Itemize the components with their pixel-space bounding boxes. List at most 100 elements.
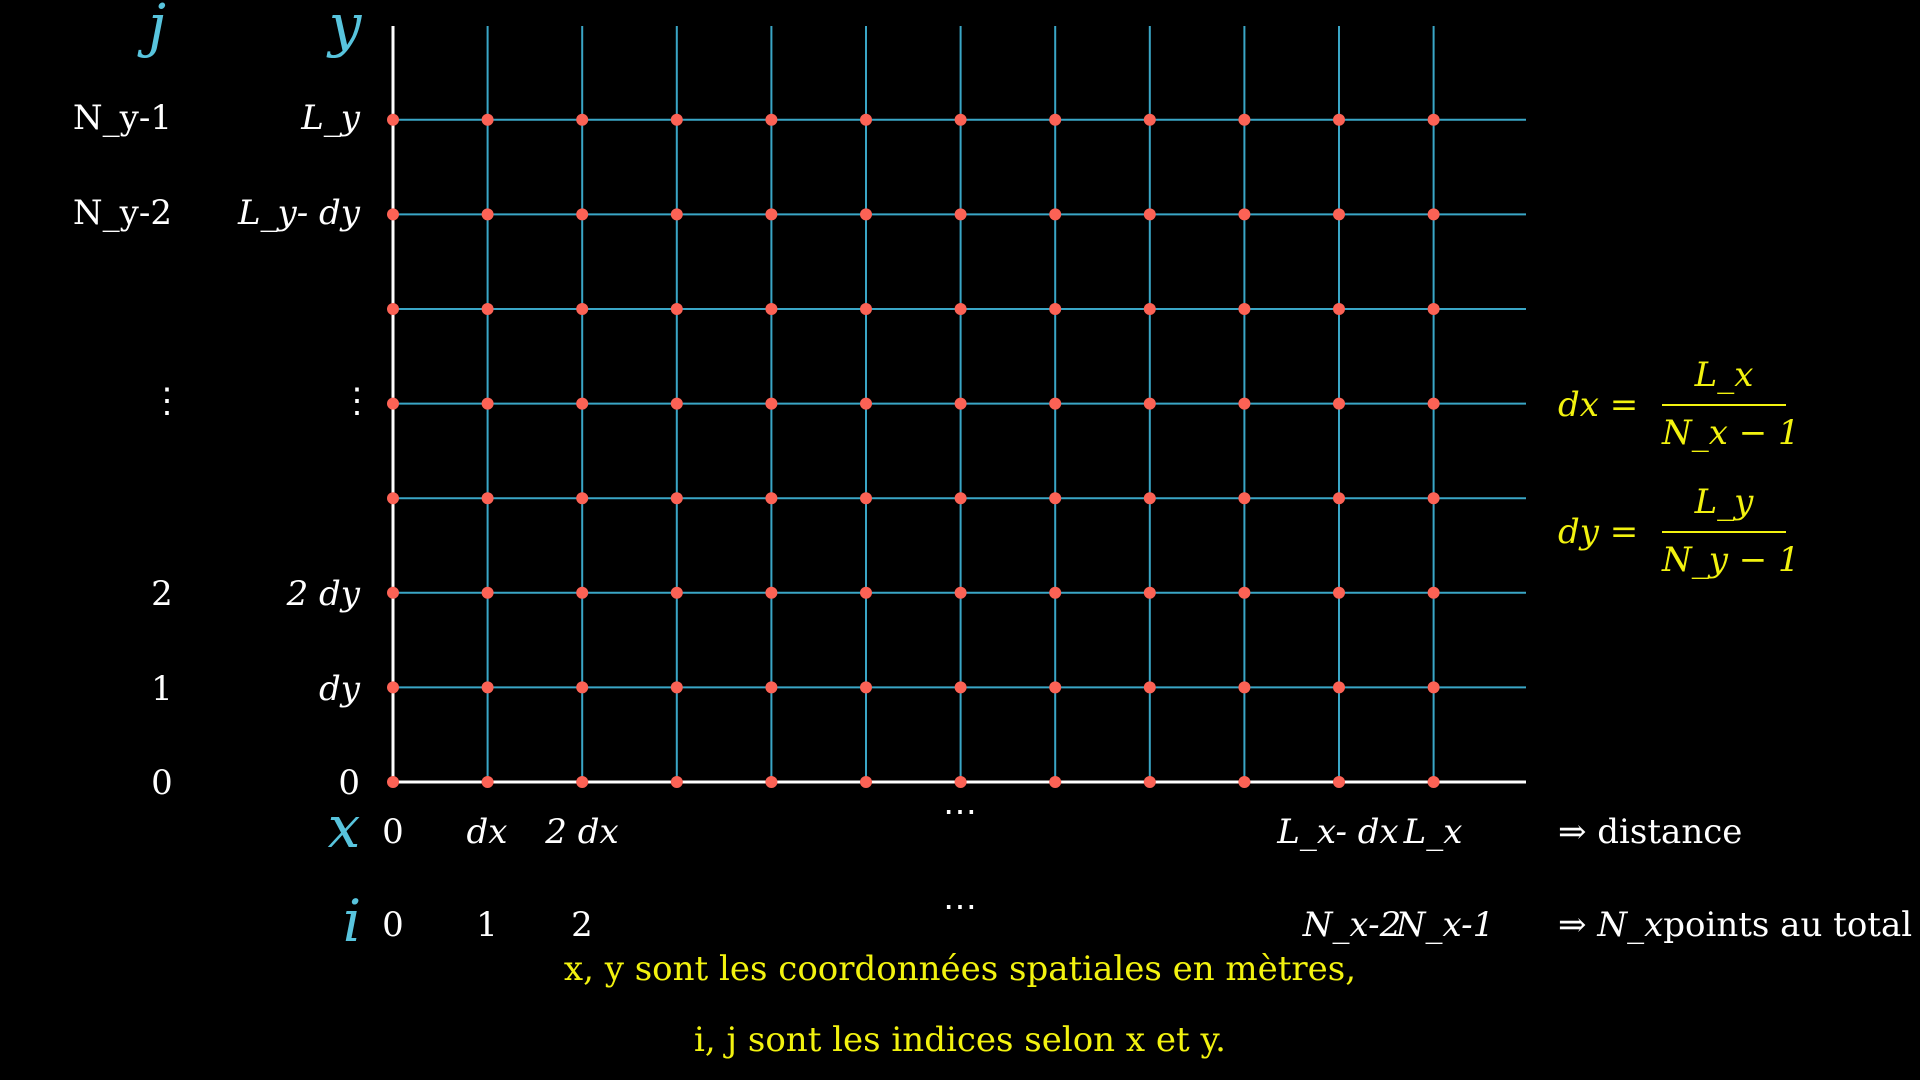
grid-node [670,492,683,505]
grid-node [670,681,683,694]
grid-node [1049,776,1062,788]
i-axis-label: i [342,887,362,955]
row-coord-label: L_y- dy [237,193,360,233]
grid-node [1427,492,1440,505]
grid-node [1333,303,1345,315]
grid-node [576,776,589,788]
grid-node [1049,303,1062,315]
grid-node [1143,397,1156,410]
dx-formula-lhs: dx = [1558,385,1639,425]
y-axis-label: y [328,0,362,59]
caption-line-2: i, j sont les indices selon x et y. [694,1020,1226,1060]
row-coord-label: 0 [338,763,360,803]
grid-node [1143,776,1156,788]
points-text: points au total [1663,905,1913,945]
grid-node [670,397,683,410]
col-index-label: 0 [382,905,404,945]
grid-node [576,492,589,505]
col-coord-label: 0 [382,812,404,852]
grid-node [387,208,399,221]
row-index-label: 1 [151,669,173,709]
grid-node [1427,303,1440,315]
row-index-label: N_y-2 [72,193,172,233]
grid-node [1333,492,1345,505]
grid-node [481,776,494,788]
grid-node [954,397,967,410]
grid-node [1049,397,1062,410]
grid-node [954,681,967,694]
dy-fraction-bar [1662,531,1786,533]
grid-node [481,397,494,410]
grid-node [576,681,589,694]
grid-node [1427,208,1440,221]
grid-node [481,113,494,126]
grid-node [765,776,778,788]
col-index-label: N_x-1 [1395,905,1495,945]
grid-node [1049,586,1062,599]
grid-node [387,397,399,410]
grid-node [1143,586,1156,599]
grid-node [387,303,399,315]
row-coord-label: dy [319,669,360,709]
grid-node [1143,681,1156,694]
grid-node [670,303,683,315]
grid-node [860,681,872,694]
grid-node [860,113,872,126]
grid-node [765,681,778,694]
grid-node [1427,113,1440,126]
grid-node [1238,586,1251,599]
grid-node [860,208,872,221]
grid-node [860,492,872,505]
grid-node [1238,303,1251,315]
grid-node [481,586,494,599]
caption-line-1: x, y sont les coordonnées spatiales en m… [563,949,1357,989]
x-axis-label: x [327,793,361,861]
dy-formula-denominator: N_y − 1 [1662,540,1800,580]
grid-node [1333,776,1345,788]
grid-node [1427,681,1440,694]
grid-node [1333,208,1345,221]
grid-node [1049,492,1062,505]
grid-node [765,586,778,599]
grid-node [1049,113,1062,126]
grid-node [1238,113,1251,126]
dy-formula-numerator: L_y [1694,482,1754,522]
j-axis-label: j [148,0,166,59]
col-index-label: ⋯ [943,887,977,927]
col-index-label: N_x-2 [1302,905,1402,945]
dx-fraction-bar [1662,404,1786,406]
grid-node [576,586,589,599]
grid-node [1143,303,1156,315]
grid-node [860,303,872,315]
row-index-label: 0 [151,763,173,803]
grid-node [387,492,399,505]
dx-formula-denominator: N_x − 1 [1662,413,1800,453]
grid-node [1333,586,1345,599]
grid-nodes [387,113,1440,788]
col-coord-label: dx [466,812,508,852]
col-index-label: 2 [571,905,593,945]
grid-node [670,208,683,221]
grid-node [860,586,872,599]
grid-node [860,776,872,788]
row-index-label: ⋮ [150,381,184,421]
row-index-label: N_y-1 [72,98,172,138]
grid-node [387,681,399,694]
grid-node [954,208,967,221]
grid-node [576,208,589,221]
grid-node [954,586,967,599]
grid-node [576,303,589,315]
grid-node [1427,397,1440,410]
points-symbol: N_x [1597,905,1664,945]
grid-node [1143,208,1156,221]
grid-node [954,113,967,126]
grid-node [481,681,494,694]
grid-node [481,208,494,221]
row-coord-label: 2 dy [286,574,360,614]
points-arrow: ⇒ [1558,905,1587,945]
grid-node [765,113,778,126]
grid-node [387,113,399,126]
grid-node [954,492,967,505]
grid-node [860,397,872,410]
